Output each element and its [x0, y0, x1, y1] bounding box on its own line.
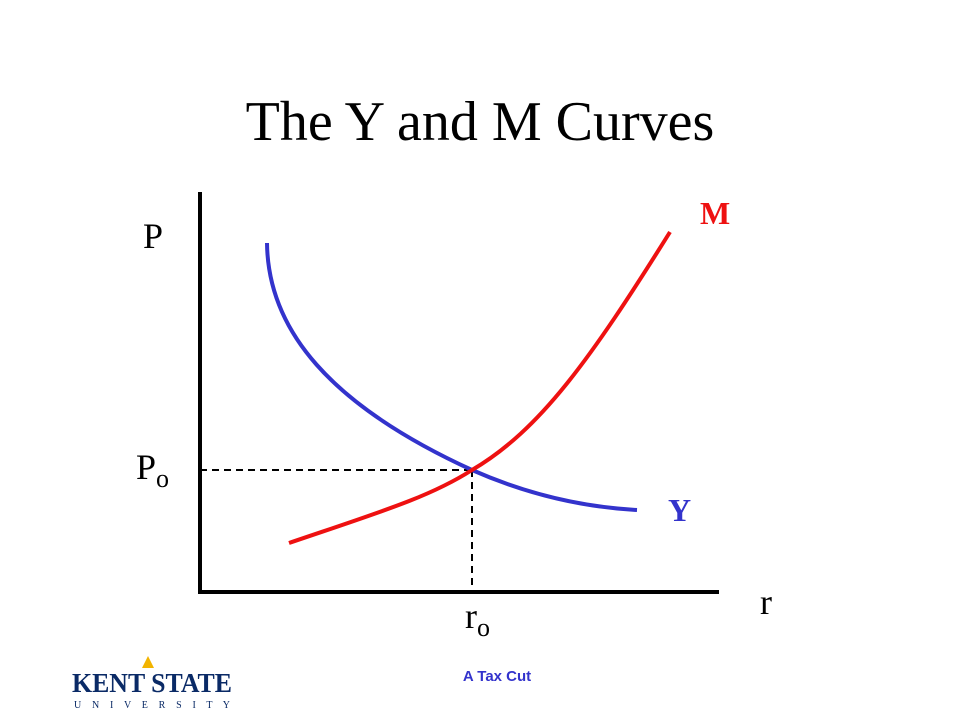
logo-subtitle: U N I V E R S I T Y — [74, 700, 230, 711]
m-curve — [288, 230, 672, 545]
equilibrium-rate-label: ro — [465, 596, 490, 642]
y-curve-label: Y — [668, 492, 691, 528]
x-axis-label: r — [760, 582, 772, 622]
footer-text: A Tax Cut — [463, 668, 531, 685]
m-curve-label: M — [700, 195, 730, 231]
equilibrium-price-label: Po — [136, 447, 169, 493]
logo-emblem — [142, 656, 154, 668]
logo-name: KENT STATE — [72, 668, 232, 698]
label-subscript: o — [156, 464, 169, 493]
label-subscript: o — [477, 613, 490, 642]
label-main: r — [465, 596, 477, 636]
y-curve — [265, 242, 638, 512]
logo: KENT STATE U N I V E R S I T Y — [72, 656, 232, 711]
y-axis-label: P — [143, 216, 163, 256]
label-main: P — [136, 447, 156, 487]
slide-title: The Y and M Curves — [246, 91, 715, 153]
